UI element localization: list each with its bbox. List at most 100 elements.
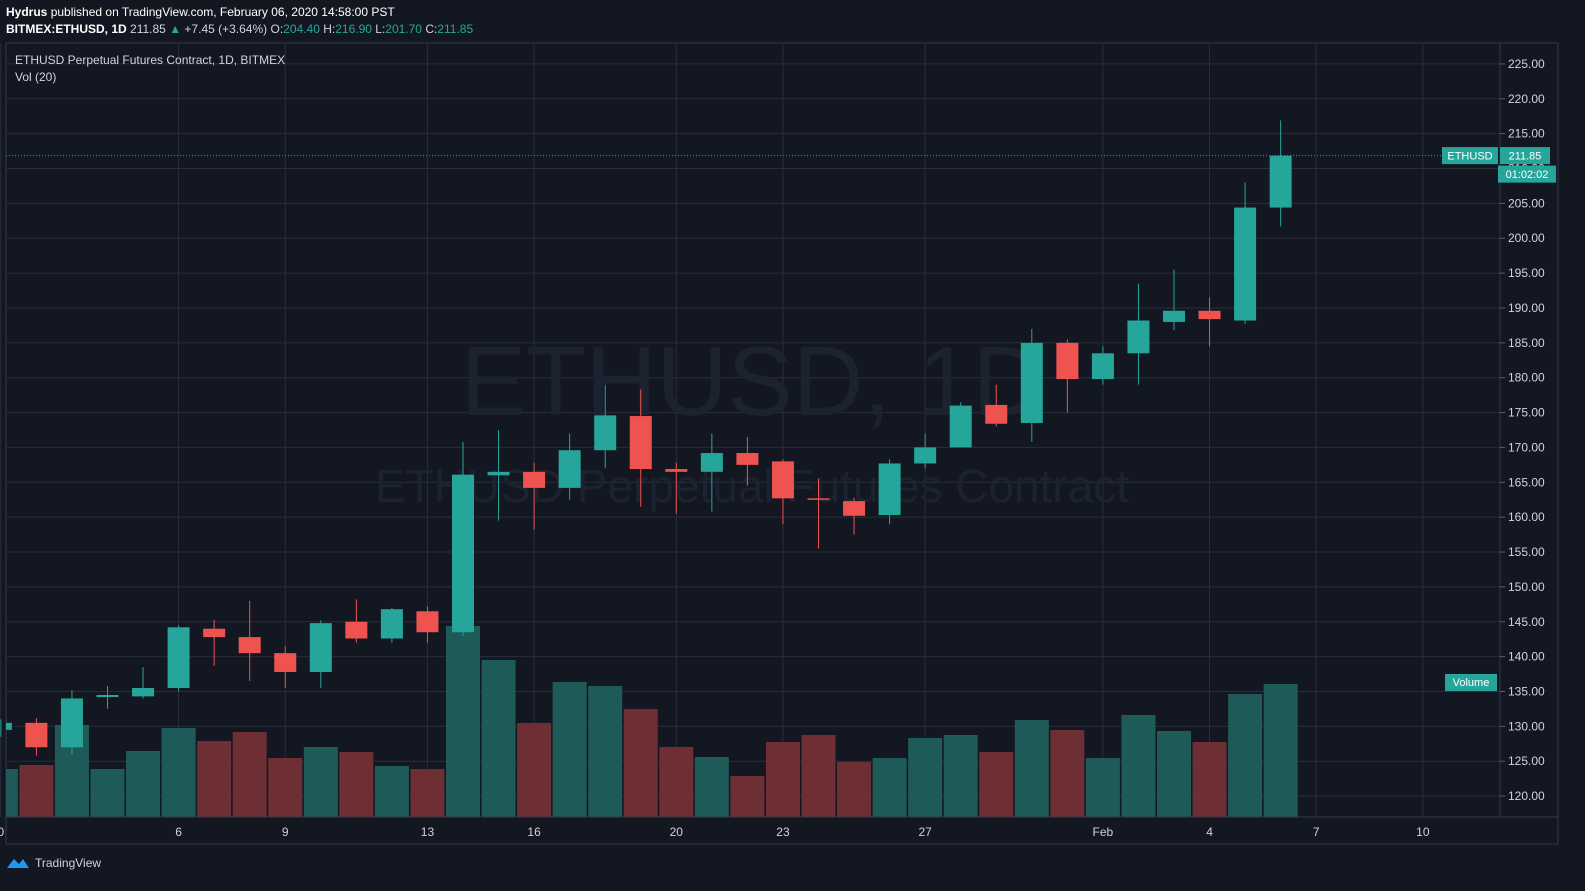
candle-body [238,637,261,654]
candle-body [1056,342,1079,380]
author-name[interactable]: Hydrus [6,5,48,19]
volume-bar [623,709,658,817]
y-tick-label: 175.00 [1508,406,1545,420]
candle-body [60,698,83,748]
volume-bar [552,682,587,817]
y-tick-label: 200.00 [1508,231,1545,245]
bar-countdown-tag [1498,165,1556,183]
candle-body [665,469,688,472]
volume-bars [6,626,1298,817]
volume-bar [837,762,872,817]
volume-bar [303,747,338,817]
x-tick-label: 27 [918,825,932,839]
low-value: 201.70 [385,22,422,36]
x-tick-label: 6 [175,825,182,839]
published-text: published on TradingView.com, February 0… [50,5,395,19]
candle-body [416,611,439,633]
candle-body [1269,155,1292,208]
last-price-tag-value: 211.85 [1509,151,1542,163]
candle-body [25,722,48,748]
legend-volume[interactable]: Vol (20) [15,70,56,84]
high-label: H: [323,22,336,36]
symbol-label: BITMEX:ETHUSD, 1D [6,22,127,36]
publish-line: Hydrus published on TradingView.com, Feb… [6,4,473,21]
candle-body [843,501,866,516]
ohlc-line: BITMEX:ETHUSD, 1D 211.85 ▲ +7.45 (+3.64%… [6,21,473,38]
price-axis[interactable]: 225.00220.00215.00210.00205.00200.00195.… [1500,57,1545,803]
volume-bar [801,735,836,817]
volume-bar [126,751,161,817]
candle-body [523,471,546,488]
volume-bar [730,776,765,817]
volume-tag-label: Volume [1453,677,1490,689]
x-tick-label: 13 [421,825,435,839]
candle-body [949,405,972,448]
y-tick-label: 165.00 [1508,475,1545,489]
volume-bar [1263,684,1298,817]
chart-header: Hydrus published on TradingView.com, Feb… [6,4,473,40]
watermark-description: ETHUSD Perpetual Futures Contract [375,460,1129,512]
candle-body [380,609,403,639]
volume-bar [1085,758,1120,817]
close-value: 211.85 [437,22,474,36]
y-tick-label: 135.00 [1508,684,1545,698]
volume-bar [979,752,1014,817]
y-tick-label: 225.00 [1508,57,1545,71]
open-label: O: [270,22,284,36]
y-tick-label: 130.00 [1508,719,1545,733]
candle-body [914,447,937,464]
x-tick-label: Feb [1093,825,1114,839]
candle-body [96,694,119,698]
y-tick-label: 160.00 [1508,510,1545,524]
y-tick-label: 120.00 [1508,789,1545,803]
volume-bar [161,728,196,817]
volume-bar [1228,694,1263,817]
y-tick-label: 125.00 [1508,754,1545,768]
candle-body [309,623,332,672]
candlesticks [0,120,1292,756]
last-price-tag [1500,147,1550,165]
candle-body [6,722,12,730]
y-tick-label: 170.00 [1508,440,1545,454]
candle-body [594,415,617,451]
x-tick-label: 9 [282,825,289,839]
x-tick-label: 23 [776,825,790,839]
tradingview-brand[interactable]: TradingView [35,856,102,870]
candle-body [274,653,297,672]
y-tick-label: 205.00 [1508,196,1545,210]
y-tick-label: 140.00 [1508,650,1545,664]
volume-bar [517,723,552,817]
price-change: +7.45 (+3.64%) [184,22,268,36]
candle-body [1127,320,1150,354]
volume-bar [481,660,516,817]
y-tick-label: 180.00 [1508,371,1545,385]
y-tick-label: 150.00 [1508,580,1545,594]
close-label: C: [425,22,438,36]
volume-tag [1445,674,1497,691]
candle-body [345,621,368,639]
y-tick-label: 155.00 [1508,545,1545,559]
volume-bar [6,769,18,817]
open-value: 204.40 [283,22,320,36]
volume-bar [1157,731,1191,817]
volume-bar [659,747,694,817]
volume-bar [1050,730,1085,817]
x-tick-label: 0 [0,825,5,839]
candle-body [558,450,581,488]
time-axis[interactable]: 0 6 9 13 16 20 23 27 Feb 4 7 10 [0,825,1430,839]
candle-body [1020,342,1043,424]
price-chart[interactable]: ETHUSD, 1D ETHUSD Perpetual Futures Cont… [0,0,1585,850]
volume-bar [19,765,54,817]
symbol-tag-label: ETHUSD [1447,151,1492,163]
candle-body [985,404,1008,424]
volume-bar [588,686,623,817]
volume-bar [446,626,480,817]
candle-body [1091,353,1114,380]
high-value: 216.90 [335,22,372,36]
volume-bar [765,742,800,817]
candle-body [452,474,474,633]
volume-bar [872,758,907,817]
candle-body [700,453,723,472]
x-tick-label: 7 [1313,825,1320,839]
legend-title[interactable]: ETHUSD Perpetual Futures Contract, 1D, B… [15,53,285,67]
